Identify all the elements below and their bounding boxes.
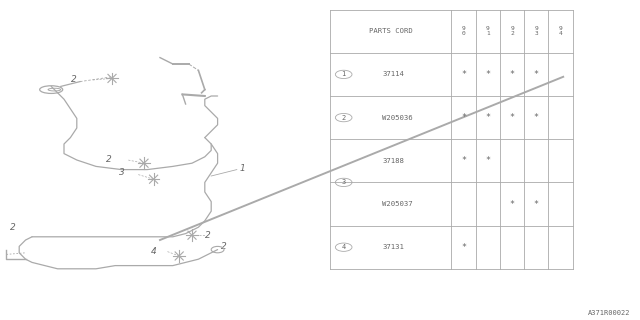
Text: W205037: W205037 [382,201,413,207]
Text: *: * [485,156,490,165]
Text: 3: 3 [119,168,125,177]
Text: *: * [485,113,490,122]
Text: 9
0: 9 0 [461,27,465,36]
Text: *: * [485,70,490,79]
Text: *: * [509,113,515,122]
Text: *: * [461,70,466,79]
Text: *: * [509,70,515,79]
Text: PARTS CORD: PARTS CORD [369,28,412,34]
Text: 2: 2 [205,231,211,240]
Text: A371R00022: A371R00022 [588,310,630,316]
Text: 2: 2 [10,223,16,232]
Text: 37131: 37131 [382,244,404,250]
Text: 37188: 37188 [382,158,404,164]
Text: W205036: W205036 [382,115,413,121]
Text: *: * [461,113,466,122]
Text: *: * [534,70,539,79]
Text: 9
1: 9 1 [486,27,490,36]
Text: *: * [509,199,515,209]
Text: 2: 2 [71,76,77,84]
Text: 4: 4 [342,244,346,250]
Text: 3: 3 [342,180,346,185]
Text: 2: 2 [221,242,227,251]
Text: 4: 4 [151,247,157,256]
Text: 9
4: 9 4 [559,27,563,36]
Text: 1: 1 [342,71,346,77]
Text: *: * [461,156,466,165]
Text: 9
3: 9 3 [534,27,538,36]
Text: 37114: 37114 [382,71,404,77]
Text: *: * [461,243,466,252]
Text: 1: 1 [240,164,246,173]
Text: *: * [534,113,539,122]
Text: 2: 2 [342,115,346,121]
Text: *: * [534,199,539,209]
Text: 2: 2 [106,156,112,164]
Text: 9
2: 9 2 [510,27,514,36]
